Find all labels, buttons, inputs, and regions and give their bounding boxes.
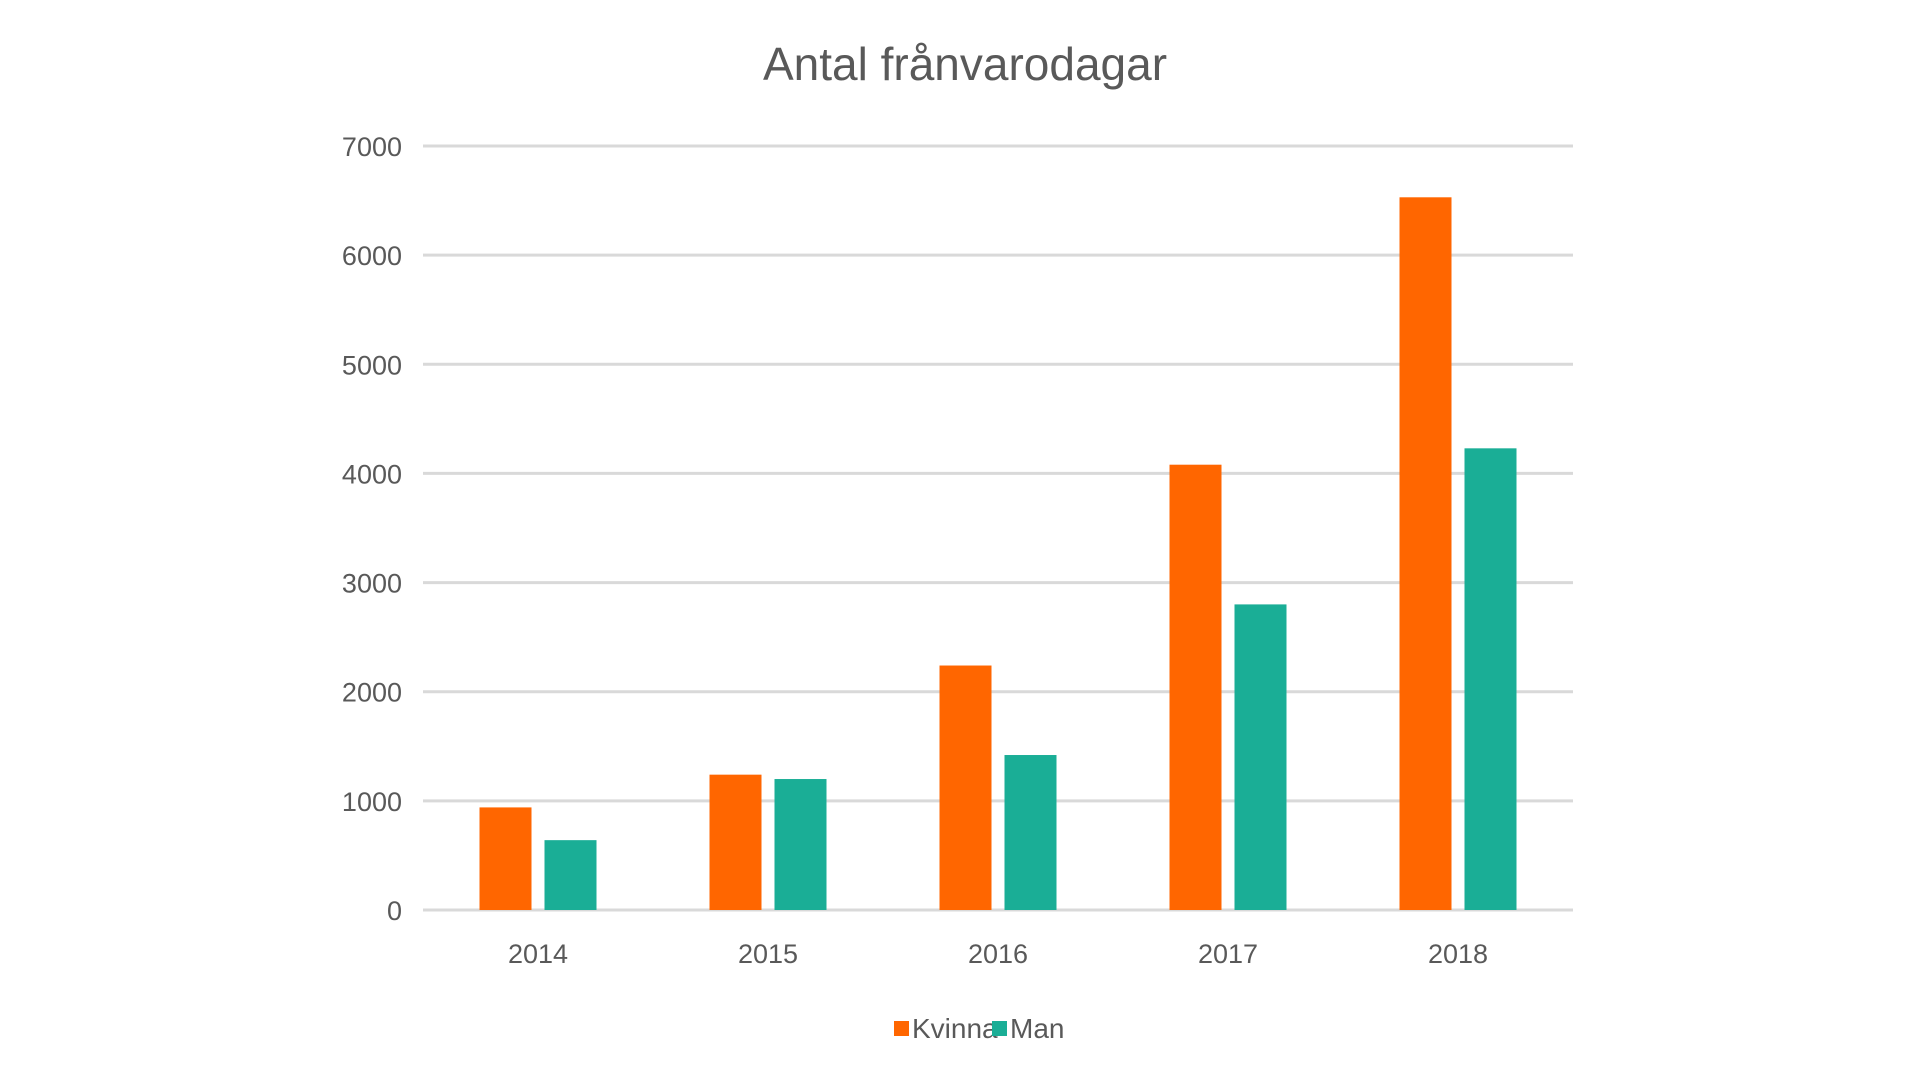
legend-swatch-kvinna xyxy=(894,1021,909,1036)
y-tick-label: 1000 xyxy=(342,787,402,817)
y-tick-label: 2000 xyxy=(342,678,402,708)
y-tick-label: 6000 xyxy=(342,241,402,271)
y-tick-label: 3000 xyxy=(342,569,402,599)
bar-man-2015 xyxy=(774,779,827,910)
legend-swatch-man xyxy=(992,1021,1007,1036)
x-tick-label: 2018 xyxy=(1428,939,1488,969)
x-tick-label: 2015 xyxy=(738,939,798,969)
y-axis-labels: 0 1000 2000 3000 4000 5000 6000 7000 xyxy=(342,132,402,926)
gridlines xyxy=(423,144,1573,912)
bar-kvinna-2017 xyxy=(1169,464,1222,910)
legend-label-kvinna: Kvinna xyxy=(912,1013,998,1044)
bar-man-2017 xyxy=(1234,604,1287,910)
legend-label-man: Man xyxy=(1010,1013,1064,1044)
legend: Kvinna Man xyxy=(894,1013,1064,1044)
chart-title: Antal frånvarodagar xyxy=(763,38,1167,90)
bars xyxy=(479,197,1517,911)
bar-man-2016 xyxy=(1004,755,1057,910)
y-tick-label: 0 xyxy=(387,896,402,926)
x-tick-label: 2016 xyxy=(968,939,1028,969)
x-tick-label: 2014 xyxy=(508,939,568,969)
x-tick-label: 2017 xyxy=(1198,939,1258,969)
y-tick-label: 4000 xyxy=(342,459,402,489)
bar-kvinna-2018 xyxy=(1399,197,1452,911)
y-tick-label: 7000 xyxy=(342,132,402,162)
x-axis-labels: 2014 2015 2016 2017 2018 xyxy=(508,939,1488,969)
bar-kvinna-2014 xyxy=(479,807,532,910)
bar-man-2014 xyxy=(544,840,597,910)
bar-kvinna-2015 xyxy=(709,774,762,910)
bar-man-2018 xyxy=(1464,448,1517,910)
bar-kvinna-2016 xyxy=(939,665,992,910)
y-tick-label: 5000 xyxy=(342,350,402,380)
